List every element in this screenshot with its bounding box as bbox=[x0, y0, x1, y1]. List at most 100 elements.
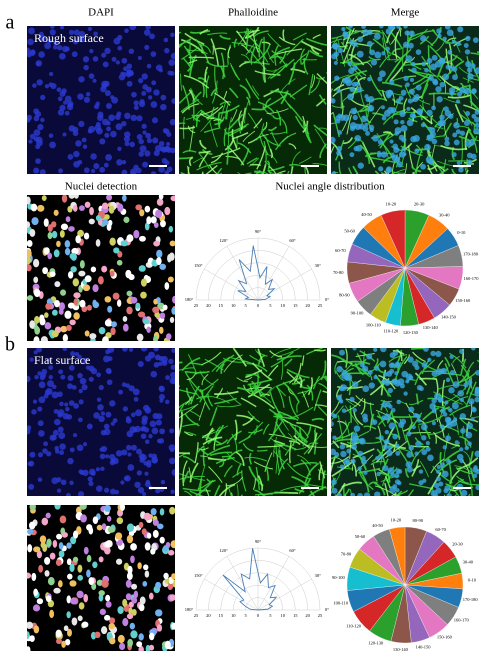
nucleus bbox=[66, 414, 73, 420]
fiber bbox=[348, 360, 371, 365]
fiber bbox=[216, 404, 242, 408]
nucleus bbox=[121, 382, 127, 387]
nucleus bbox=[466, 159, 473, 165]
fiber bbox=[200, 449, 209, 456]
detected-nucleus bbox=[126, 572, 133, 580]
nucleus bbox=[27, 461, 33, 467]
fiber bbox=[289, 440, 301, 446]
fiber bbox=[220, 52, 225, 80]
nucleus bbox=[380, 348, 387, 353]
fiber bbox=[358, 472, 374, 491]
nucleus bbox=[125, 383, 130, 388]
fiber bbox=[395, 490, 403, 496]
fiber bbox=[404, 84, 412, 99]
slice-label: 0-10 bbox=[457, 230, 466, 235]
fiber bbox=[314, 349, 327, 352]
nucleus bbox=[104, 132, 110, 138]
nucleus bbox=[127, 464, 135, 471]
detected-nucleus bbox=[33, 276, 39, 284]
fiber bbox=[368, 481, 378, 486]
nucleus bbox=[49, 434, 56, 441]
detected-nucleus bbox=[49, 271, 56, 277]
fiber bbox=[275, 170, 286, 174]
fiber bbox=[412, 465, 422, 472]
fiber bbox=[445, 483, 460, 496]
detected-nucleus bbox=[164, 282, 170, 290]
nucleus bbox=[27, 117, 31, 123]
nucleus bbox=[171, 348, 175, 353]
fiber bbox=[275, 109, 282, 126]
fiber bbox=[275, 48, 303, 55]
fiber bbox=[255, 466, 261, 490]
fiber bbox=[295, 432, 307, 444]
fiber bbox=[239, 84, 251, 99]
nucleus bbox=[431, 54, 438, 61]
detected-nucleus bbox=[141, 528, 147, 536]
slice-label: 140-150 bbox=[416, 645, 432, 650]
fiber bbox=[476, 359, 479, 363]
fiber bbox=[196, 395, 209, 400]
nucleus bbox=[380, 151, 388, 158]
r-tick-label: 25 bbox=[318, 303, 323, 308]
nucleus bbox=[451, 39, 456, 44]
nucleus bbox=[128, 48, 135, 55]
nucleus bbox=[88, 481, 94, 487]
nucleus bbox=[371, 419, 378, 426]
nucleus bbox=[148, 453, 153, 458]
detected-nucleus bbox=[73, 195, 79, 199]
detected-nucleus bbox=[92, 299, 97, 307]
detected-nucleus bbox=[117, 203, 124, 212]
nucleus bbox=[87, 26, 93, 32]
detected-nucleus bbox=[34, 326, 41, 335]
fiber bbox=[181, 103, 200, 114]
angle-tick-label: 150° bbox=[194, 573, 203, 578]
nucleus bbox=[464, 49, 471, 55]
fiber bbox=[214, 66, 218, 94]
fiber bbox=[352, 165, 359, 174]
fiber bbox=[181, 357, 201, 372]
detected-nucleus bbox=[157, 523, 164, 530]
detected-nucleus bbox=[56, 240, 61, 248]
detected-nucleus bbox=[160, 220, 166, 228]
fiber bbox=[408, 117, 418, 123]
fiber bbox=[379, 53, 392, 68]
r-tick-label: 15 bbox=[219, 613, 224, 618]
detected-nucleus bbox=[145, 644, 151, 651]
fiber bbox=[277, 458, 289, 476]
nucleus bbox=[351, 81, 357, 87]
detected-nucleus bbox=[75, 235, 81, 244]
nucleus bbox=[459, 458, 464, 464]
nucleus bbox=[34, 374, 39, 380]
nucleus bbox=[158, 68, 163, 73]
nucleus bbox=[470, 63, 476, 69]
fiber bbox=[240, 107, 247, 131]
nucleus bbox=[472, 466, 479, 473]
fiber bbox=[314, 128, 327, 150]
nucleus bbox=[445, 64, 451, 70]
detected-nucleus bbox=[44, 322, 52, 330]
nucleus bbox=[439, 119, 446, 127]
fiber bbox=[247, 112, 259, 129]
fiber bbox=[219, 458, 225, 468]
fiber bbox=[414, 370, 423, 386]
micrograph-content bbox=[331, 348, 479, 496]
fiber bbox=[204, 66, 209, 83]
nucleus bbox=[83, 96, 91, 103]
fiber bbox=[297, 389, 310, 395]
fiber bbox=[301, 391, 310, 408]
fiber bbox=[253, 30, 269, 38]
detected-nucleus bbox=[155, 609, 163, 617]
fiber bbox=[224, 483, 228, 496]
nucleus bbox=[141, 123, 147, 129]
nucleus bbox=[83, 64, 89, 71]
nucleus bbox=[27, 38, 34, 46]
fiber bbox=[227, 46, 232, 59]
nucleus bbox=[459, 413, 467, 420]
nucleus bbox=[348, 67, 355, 75]
fiber bbox=[340, 41, 348, 50]
detected-nucleus bbox=[72, 278, 79, 287]
nucleus bbox=[169, 118, 175, 126]
fiber bbox=[212, 45, 214, 55]
nucleus bbox=[62, 348, 68, 352]
nucleus bbox=[366, 353, 373, 360]
